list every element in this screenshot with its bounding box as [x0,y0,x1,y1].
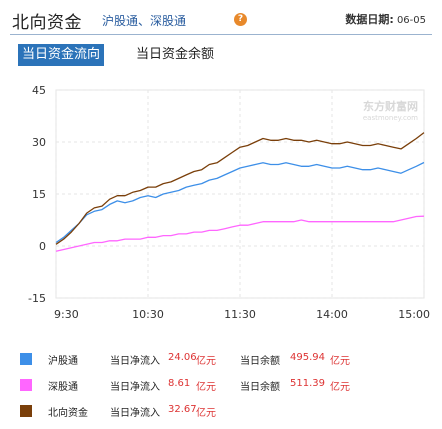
northbound-flow-chart: 45 30 15 0 -15 9:30 10:30 11:30 14:00 15:00 东方财富网e… [28,84,430,321]
series-line-1 [55,215,425,252]
x-tick-label: 9:30 [54,308,79,321]
balance-unit: 亿元 [330,356,350,367]
subtitle-link[interactable]: 沪股通、深股通 [102,14,187,28]
question-icon[interactable]: ? [234,13,247,26]
balance-value: 495.94 [290,352,325,363]
inflow-value: 32.67 [168,404,197,415]
legend-row-north: 北向资金 当日净流入 32.67 亿元 [0,403,442,421]
y-tick-label: 30 [32,136,46,149]
inflow-label: 当日净流入 [110,408,160,419]
y-tick-label: 0 [39,240,46,253]
tab-daily-flow[interactable]: 当日资金流向 [18,44,105,66]
legend-name: 沪股通 [48,356,78,367]
balance-unit: 亿元 [330,382,350,393]
y-tick-label: 45 [32,84,46,97]
balance-label: 当日余额 [240,356,280,367]
x-tick-label: 14:00 [316,308,348,321]
inflow-value: 24.06 [168,352,197,363]
legend-swatch-north [20,405,32,417]
y-tick-label: 15 [32,188,46,201]
inflow-label: 当日净流入 [110,356,160,367]
watermark-text: 东方财富网 [363,99,418,113]
legend-name: 深股通 [48,382,78,393]
legend-row-shen: 深股通 当日净流入 8.61 亿元 当日余额 511.39 亿元 [0,377,442,395]
series-line-0 [55,161,425,244]
inflow-value: 8.61 [168,378,191,389]
legend-swatch-shen [20,379,32,391]
inflow-unit: 亿元 [196,356,216,367]
watermark-subtext: eastmoney.com [363,114,418,122]
legend-name: 北向资金 [48,408,88,419]
page-title: 北向资金 [12,13,82,33]
tab-daily-balance[interactable]: 当日资金余额 [136,47,215,62]
header: 北向资金 沪股通、深股通 ? 数据日期: 06-05 [10,8,432,33]
inflow-unit: 亿元 [196,382,216,393]
date-value: 06-05 [396,15,426,26]
date-label: 数据日期: [345,13,394,26]
x-tick-label: 15:00 [398,308,430,321]
balance-label: 当日余额 [240,382,280,393]
y-tick-label: -15 [28,292,46,305]
x-tick-label: 11:30 [224,308,256,321]
series-line-2 [55,132,425,245]
data-date: 数据日期: 06-05 [345,11,426,27]
header-divider [10,34,432,35]
inflow-unit: 亿元 [196,408,216,419]
balance-value: 511.39 [290,378,325,389]
x-tick-label: 10:30 [132,308,164,321]
inflow-label: 当日净流入 [110,382,160,393]
legend-row-hu: 沪股通 当日净流入 24.06 亿元 当日余额 495.94 亿元 [0,351,442,369]
legend-swatch-hu [20,353,32,365]
